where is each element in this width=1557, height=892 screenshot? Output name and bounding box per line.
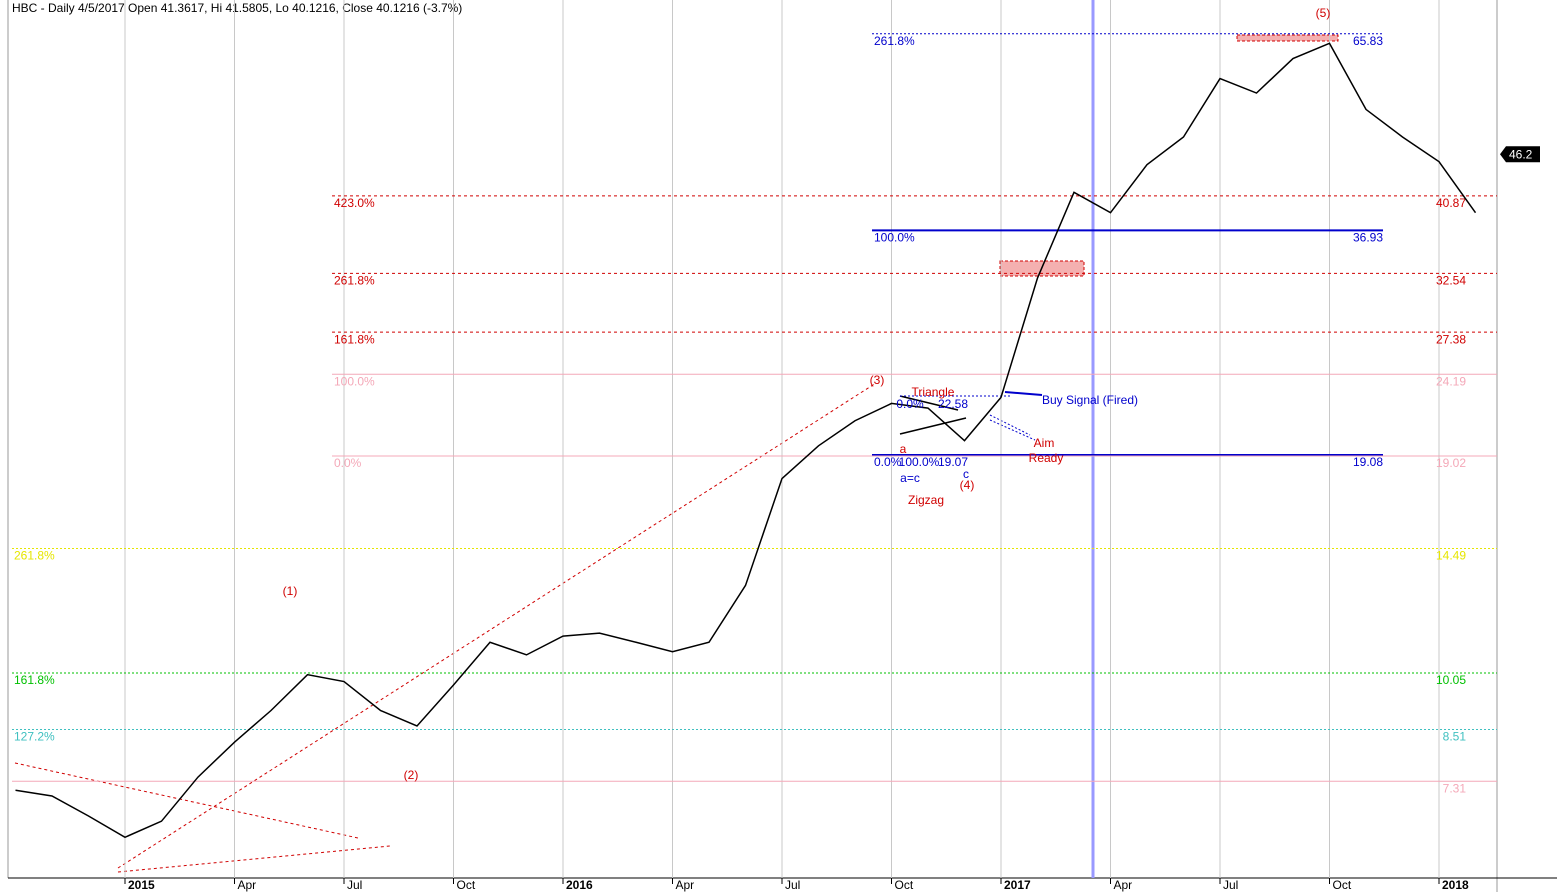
annotation: a (900, 442, 907, 456)
annotation: Triangle (912, 385, 955, 399)
fib-label: 100.0% (334, 374, 375, 388)
fib-value: 27.38 (1436, 332, 1466, 346)
annotation: (1) (283, 584, 298, 598)
annotation: (3) (870, 373, 885, 387)
x-tick-label: Jul (347, 878, 362, 892)
annotation: Ready (1029, 451, 1064, 465)
triangle-lines (899, 395, 967, 435)
annotation: 100.0% (899, 455, 940, 469)
fib-value: 14.49 (1436, 549, 1466, 563)
x-tick-label: Apr (238, 878, 257, 892)
fib-value: 10.05 (1436, 673, 1466, 687)
annotation: 0.0% (896, 397, 924, 411)
annotation: Zigzag (908, 493, 944, 507)
price-line (15, 42, 1477, 839)
fib-label: 161.8% (334, 332, 375, 346)
last-price-tag (1500, 146, 1540, 163)
x-tick-label: 2018 (1442, 878, 1469, 892)
fib-label: 0.0% (334, 456, 362, 470)
fib-value: 7.31 (1443, 781, 1467, 795)
annotation: c (963, 467, 969, 481)
fib-label: 127.2% (14, 730, 55, 744)
fib-value: 65.83 (1353, 34, 1383, 48)
x-tick-label: 2016 (566, 878, 593, 892)
fib-value: 24.19 (1436, 374, 1466, 388)
target-box (1236, 34, 1339, 42)
chart-title: HBC - Daily 4/5/2017 Open 41.3617, Hi 41… (12, 1, 462, 15)
fib-label: 261.8% (14, 549, 55, 563)
x-tick-label: Jul (1223, 878, 1238, 892)
x-tick-label: Jul (785, 878, 800, 892)
fib-value: 19.02 (1436, 456, 1466, 470)
annotation: (2) (404, 768, 419, 782)
fib-value: 8.51 (1443, 730, 1467, 744)
last-price-label: 46.2 (1509, 147, 1533, 161)
x-tick-label: 2015 (128, 878, 155, 892)
x-tick-label: 2017 (1004, 878, 1031, 892)
fib-value: 36.93 (1353, 231, 1383, 245)
x-tick-label: Apr (1114, 878, 1133, 892)
annotation: (4) (960, 478, 975, 492)
annotation: (5) (1316, 6, 1331, 20)
fib-value: 40.87 (1436, 196, 1466, 210)
annotation: Buy Signal (Fired) (1042, 393, 1138, 407)
fib-value: 32.54 (1436, 274, 1466, 288)
x-tick-label: Oct (1333, 878, 1352, 892)
trend-lines (14, 382, 877, 873)
x-tick-label: Oct (457, 878, 476, 892)
fib-label: 261.8% (334, 274, 375, 288)
annotation: Aim (1034, 436, 1055, 450)
x-tick-label: Oct (895, 878, 914, 892)
annotation: 22.58 (938, 397, 968, 411)
annotation: 19.07 (938, 455, 968, 469)
annotation: a=c (900, 471, 920, 485)
x-tick-label: Apr (676, 878, 695, 892)
fib-label: 423.0% (334, 196, 375, 210)
buy-signal-arrow (1004, 391, 1043, 396)
signal-lines (900, 395, 1036, 441)
fib-value: 19.08 (1353, 455, 1383, 469)
fib-label: 161.8% (14, 673, 55, 687)
fib-label: 100.0% (874, 231, 915, 245)
fib-label: 0.0% (874, 455, 902, 469)
fib-label: 261.8% (874, 34, 915, 48)
